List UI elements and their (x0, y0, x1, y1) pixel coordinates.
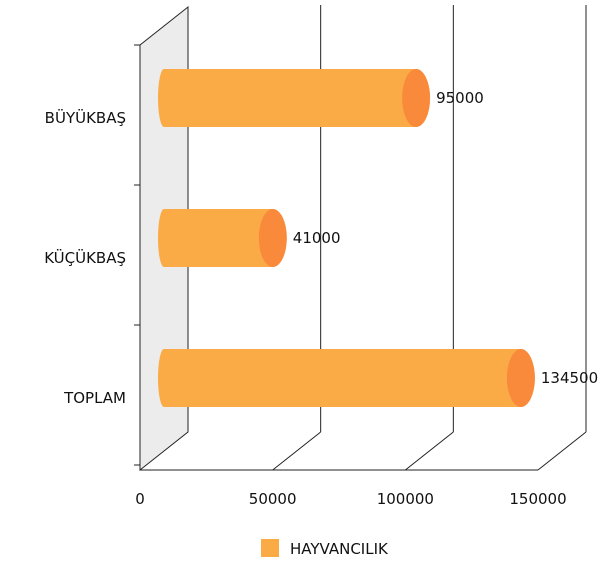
bar (158, 209, 287, 267)
category-label: BÜYÜKBAŞ (45, 108, 126, 127)
category-label: TOPLAM (63, 389, 126, 407)
gridline-floor (537, 431, 587, 471)
data-label: 41000 (293, 229, 341, 247)
x-tick-label: 100000 (377, 490, 434, 508)
legend-swatch (261, 539, 279, 557)
bar (158, 69, 431, 127)
legend: HAYVANCILIK (261, 539, 389, 558)
x-tick-label: 50000 (249, 490, 297, 508)
bar-cap (258, 209, 287, 267)
data-label: 134500 (541, 369, 598, 387)
gridline-floor (405, 431, 454, 471)
category-label: KÜÇÜKBAŞ (44, 248, 126, 267)
x-tick-label: 150000 (509, 490, 566, 508)
bar-cap (402, 69, 431, 127)
x-tick-label: 0 (135, 490, 145, 508)
bar-cap (506, 349, 535, 407)
data-label: 95000 (436, 89, 484, 107)
legend-label: HAYVANCILIK (290, 540, 389, 558)
gridline-floor (272, 431, 321, 471)
bar (158, 349, 535, 407)
plot-area: 0 50000 100000 150000 95000 BÜYÜKBAŞ 41000 KÜÇÜ… (44, 5, 598, 508)
